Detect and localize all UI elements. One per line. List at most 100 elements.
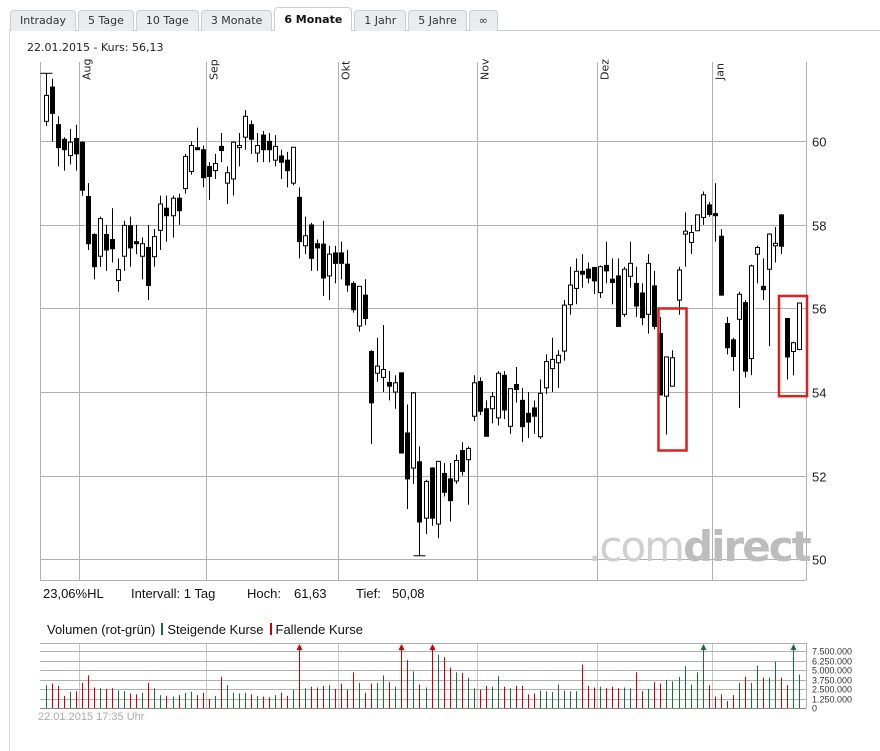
candle — [713, 183, 718, 242]
candle-body — [417, 461, 422, 523]
candle — [183, 153, 188, 194]
candle-body — [68, 141, 73, 157]
candle — [411, 392, 416, 484]
candle-body — [74, 137, 79, 155]
candle — [158, 195, 163, 250]
candle-body — [502, 374, 507, 411]
candle — [399, 372, 404, 454]
candle — [369, 350, 374, 444]
tab-0[interactable]: Intraday — [10, 10, 77, 31]
candle — [761, 258, 766, 301]
candle-body — [695, 214, 700, 232]
candle-body — [327, 253, 332, 277]
high-label: Hoch: — [247, 586, 281, 601]
price-tick-label: 60 — [812, 135, 826, 150]
tab-6[interactable]: 5 Jahre — [408, 10, 467, 31]
volume-tick-label: 6.250.000 — [812, 657, 852, 667]
candle-body — [309, 224, 314, 259]
candle — [267, 133, 272, 163]
candle-body — [122, 224, 127, 257]
candle — [532, 400, 537, 434]
price-tick-label: 56 — [812, 302, 826, 317]
volume-overflow-arrow-icon — [429, 644, 436, 650]
candle-body — [171, 197, 176, 217]
candle-body — [767, 233, 772, 270]
candle-body — [532, 407, 537, 417]
candle — [333, 245, 338, 284]
candle-body — [231, 141, 236, 180]
candle — [62, 137, 67, 171]
candle-body — [797, 302, 802, 350]
quote-header: 22.01.2015 - Kurs: 56,13 — [27, 41, 164, 54]
candle-body — [56, 124, 61, 149]
candle — [430, 467, 435, 526]
candle — [249, 120, 254, 154]
candle — [273, 135, 278, 167]
candle-body — [622, 268, 627, 315]
candle — [171, 195, 176, 238]
candle-body — [279, 155, 284, 163]
interval-label: Intervall: 1 Tag — [131, 586, 216, 601]
candle-body — [80, 141, 85, 191]
candle-body — [761, 285, 766, 291]
candle — [146, 224, 151, 301]
price-tick-label: 50 — [812, 553, 826, 568]
tab-4[interactable]: 6 Monate — [274, 7, 353, 31]
candle-body — [478, 381, 483, 412]
tab-5[interactable]: 1 Jahr — [354, 10, 407, 31]
volume-tick-label: 7.500.000 — [812, 647, 852, 657]
candle-body — [424, 480, 429, 519]
candle-body — [393, 382, 398, 393]
candle-body — [345, 263, 350, 286]
candle-body — [490, 396, 495, 410]
candle-body — [496, 372, 501, 419]
candle — [610, 258, 615, 305]
candle-body — [195, 147, 200, 151]
candle — [586, 262, 591, 284]
volume-tick-label: 0 — [812, 704, 817, 714]
candle — [56, 116, 61, 167]
candle-body — [177, 197, 182, 212]
tab-3[interactable]: 3 Monate — [200, 10, 273, 31]
candle — [442, 463, 447, 497]
candle — [598, 265, 603, 299]
candle-body — [628, 262, 633, 277]
candle — [580, 254, 585, 288]
candle-body — [110, 239, 115, 250]
tab-2[interactable]: 10 Tage — [135, 10, 199, 31]
candle — [231, 141, 236, 196]
candle — [592, 266, 597, 294]
candle — [514, 366, 519, 403]
candle — [152, 229, 157, 267]
candle-body — [164, 207, 169, 217]
candle — [701, 191, 706, 225]
tab-7[interactable]: ∞ — [468, 10, 498, 31]
candle-body — [640, 292, 645, 319]
candle-body — [514, 383, 519, 391]
volume-legend: Volumen (rot-grün) Steigende Kurse Falle… — [47, 622, 363, 637]
candle — [604, 241, 609, 284]
candle-body — [134, 241, 139, 245]
candle-body — [664, 356, 669, 397]
candle — [309, 222, 314, 271]
candle-body — [128, 225, 133, 249]
candle — [574, 258, 579, 305]
candle-body — [592, 267, 597, 282]
tab-1[interactable]: 5 Tage — [78, 10, 134, 31]
candle — [375, 337, 380, 382]
candle — [664, 356, 669, 435]
candle-body — [405, 432, 410, 480]
candle — [520, 387, 525, 443]
candle — [201, 145, 206, 188]
volume-overflow-arrow-icon — [296, 644, 303, 650]
candle — [472, 375, 477, 422]
candle — [508, 388, 513, 434]
candle — [484, 400, 489, 437]
candle — [345, 249, 350, 292]
month-label: Jan — [714, 63, 727, 81]
price-tick-label: 52 — [812, 470, 826, 485]
candle-body — [291, 146, 296, 184]
candle-body — [683, 230, 688, 235]
candle — [164, 195, 169, 242]
